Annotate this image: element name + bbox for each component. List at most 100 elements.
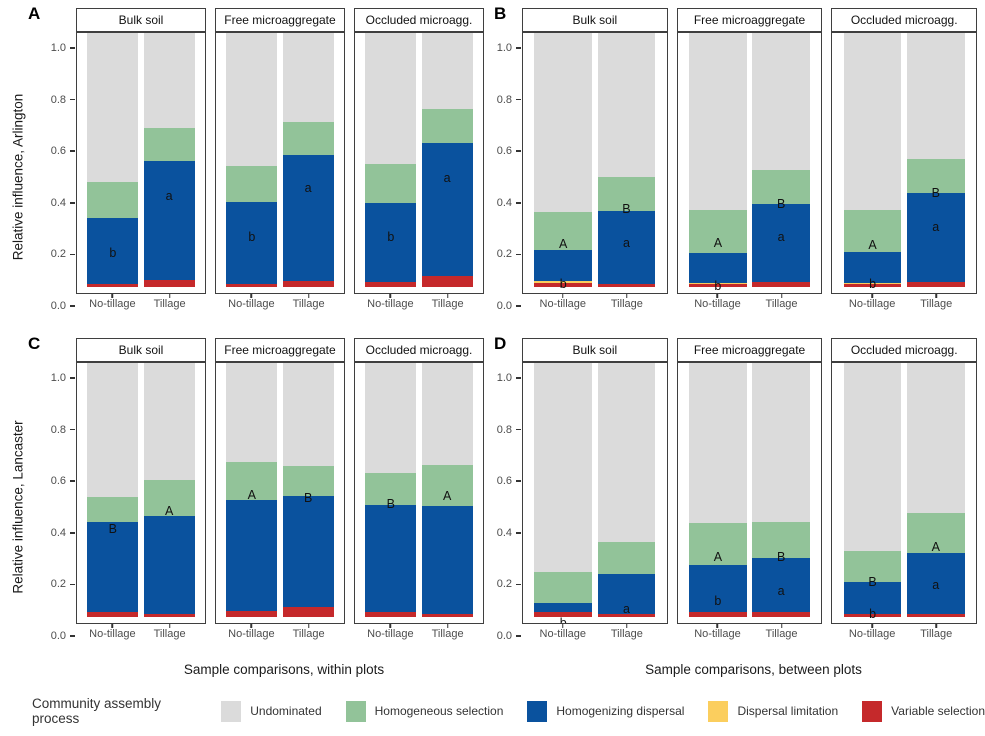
bar-significance-letter: a (304, 181, 312, 196)
x-tick-row: No-tillage Tillage (677, 294, 823, 312)
facet-strip-label: Occluded microagg. (354, 338, 484, 362)
bar-significance-letter: b (248, 230, 256, 245)
stacked-bar (597, 33, 656, 287)
facet-strip-label: Free microaggregate (676, 8, 823, 32)
x-tick-row: No-tillage Tillage (354, 624, 484, 642)
segment-undominated (365, 363, 417, 473)
bar-significance-letter: B (386, 497, 395, 512)
bar-significance-letter: a (165, 189, 173, 204)
y-tick-label: 0.2 (50, 248, 66, 261)
segment-undominated (226, 33, 278, 167)
panels-grid: A Relative influence, Arlington 1.0 0.8 0.6 0… (0, 0, 978, 642)
segment-homogenizing-dispersal (143, 516, 195, 615)
x-tick-label: Tillage (292, 628, 325, 640)
stacked-bar (87, 363, 139, 617)
x-tick-mark (389, 294, 392, 298)
legend-label: Undominated (250, 704, 322, 718)
bar-significance-letter: b (559, 276, 567, 291)
bar-significance-letter: A (247, 488, 256, 503)
facet: Bulk soil B A No-tillage Tillage (76, 338, 206, 642)
segment-homogenizing-dispersal (843, 582, 902, 615)
bar-significance-letter: B (622, 201, 631, 216)
x-tick-mark (626, 624, 628, 628)
segment-undominated (282, 33, 334, 122)
stacked-bar (907, 33, 965, 287)
x-tick-row: No-tillage Tillage (76, 294, 206, 312)
panel-tag: D (494, 334, 507, 353)
facet-strip-label: Free microaggregate (215, 8, 345, 32)
y-tick-mark (516, 305, 521, 307)
segment-homogenizing-dispersal (597, 574, 656, 615)
x-tick-mark (111, 624, 114, 628)
y-tick-label: 0.0 (50, 300, 66, 312)
segment-homogeneous-selection (597, 542, 656, 575)
x-tick-label: Tillage (765, 298, 798, 310)
segment-homogeneous-selection (907, 159, 965, 193)
panel-a: A Relative influence, Arlington 1.0 0.8 0.6 0… (0, 0, 492, 330)
legend-item: Undominated (221, 700, 322, 722)
y-tick-label: 0.2 (50, 578, 66, 591)
x-tick-row: No-tillage Tillage (354, 294, 484, 312)
segment-homogeneous-selection (534, 571, 592, 603)
stacked-bar (421, 363, 473, 617)
y-tick-mark (516, 583, 521, 586)
x-tick-row: No-tillage Tillage (831, 624, 977, 642)
x-tick-row: No-tillage Tillage (522, 294, 668, 312)
stacked-bar (843, 363, 902, 617)
legend-items: Undominated Homogeneous selection Homogeni… (221, 700, 985, 722)
facets-row: Bulk soil B A No-tillage Tillage Free microag… (76, 338, 484, 642)
segment-variable-selection (752, 611, 810, 617)
y-axis-title: Relative influence, Lancaster (10, 420, 26, 594)
bar-significance-letter: B (776, 196, 786, 211)
x-tick-label: Tillage (765, 628, 798, 640)
segment-homogenizing-dispersal (689, 253, 747, 283)
bar-significance-letter: a (777, 230, 785, 245)
legend-item: Homogeneous selection (345, 700, 503, 722)
bar-significance-letter: A (713, 550, 723, 565)
segment-homogenizing-dispersal (534, 249, 592, 282)
x-tick-label: No-tillage (367, 298, 414, 310)
stacked-bar (282, 363, 334, 617)
y-tick-mark (70, 47, 75, 49)
stacked-bar (534, 33, 592, 287)
y-tick-label: 0.8 (496, 93, 512, 106)
segment-dispersal-limitation (534, 281, 592, 284)
segment-undominated (534, 33, 592, 213)
x-axis-title-within-plots: Sample comparisons, within plots (183, 662, 385, 677)
segment-undominated (87, 33, 139, 183)
legend-label: Variable selection (891, 704, 985, 718)
y-tick-mark (516, 635, 521, 637)
facet: Occluded microagg. b a No-tillage Tillage (354, 8, 484, 312)
bar-significance-letter: B (303, 490, 313, 505)
bar-significance-letter: a (777, 583, 785, 598)
stacked-bar (689, 33, 747, 287)
segment-variable-selection (907, 614, 965, 617)
bar-significance-letter: b (869, 606, 877, 621)
stacked-bar (689, 363, 747, 617)
segment-undominated (907, 33, 965, 160)
y-tick-label: 0.4 (50, 196, 66, 209)
segment-undominated (421, 363, 473, 465)
x-tick-mark (250, 294, 253, 298)
segment-dispersal-limitation (843, 283, 902, 285)
segment-undominated (907, 363, 965, 513)
x-tick-label: No-tillage (539, 628, 587, 640)
bar-significance-letter: b (387, 230, 395, 245)
stacked-bar (143, 33, 195, 287)
bar-significance-letter: A (559, 236, 568, 251)
stacked-bar (597, 363, 656, 617)
bar-significance-letter: a (932, 578, 940, 593)
x-tick-label: No-tillage (694, 298, 741, 310)
stacked-bar (365, 363, 417, 617)
bar-significance-letter: b (109, 245, 117, 260)
segment-homogenizing-dispersal (421, 506, 473, 614)
y-tick-mark (70, 150, 75, 152)
y-tick-mark (70, 532, 75, 534)
bar-significance-letter: a (443, 171, 451, 185)
x-axis-title-between-plots: Sample comparisons, between plots (645, 662, 862, 677)
segment-homogeneous-selection (282, 121, 334, 156)
